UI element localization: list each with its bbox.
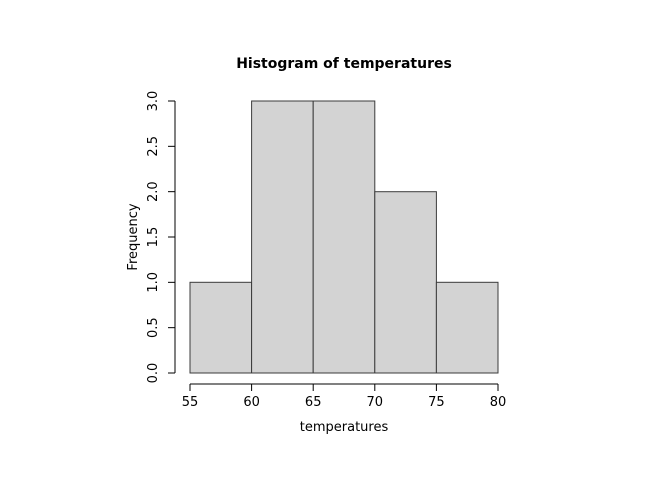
x-tick-label: 75 bbox=[428, 395, 445, 410]
x-tick-label: 70 bbox=[367, 395, 384, 410]
x-tick-label: 55 bbox=[182, 395, 199, 410]
y-tick-label: 1.0 bbox=[146, 272, 161, 293]
histogram-bar bbox=[189, 281, 253, 374]
y-tick-label: 1.5 bbox=[146, 227, 161, 248]
x-tick-label: 60 bbox=[243, 395, 260, 410]
x-tick-label: 65 bbox=[305, 395, 322, 410]
x-tick-label: 80 bbox=[490, 395, 507, 410]
y-axis-label: Frequency bbox=[126, 203, 141, 270]
y-tick-label: 0.0 bbox=[146, 363, 161, 384]
bars-layer bbox=[189, 100, 499, 374]
histogram-bar bbox=[312, 100, 376, 374]
y-tick-label: 0.5 bbox=[146, 317, 161, 338]
histogram-bar bbox=[435, 281, 499, 374]
y-tick-label: 3.0 bbox=[146, 91, 161, 112]
histogram-bar bbox=[374, 191, 437, 374]
x-axis-label: temperatures bbox=[300, 420, 389, 435]
y-tick-label: 2.5 bbox=[146, 136, 161, 157]
y-tick-label: 2.0 bbox=[146, 181, 161, 202]
histogram-bar bbox=[251, 100, 314, 374]
axes-layer: 55 60 65 70 75 80 0.0 0.5 1.0 1.5 2.0 2.5 3.0 bbox=[146, 91, 506, 410]
chart-title: Histogram of temperatures bbox=[236, 56, 452, 72]
